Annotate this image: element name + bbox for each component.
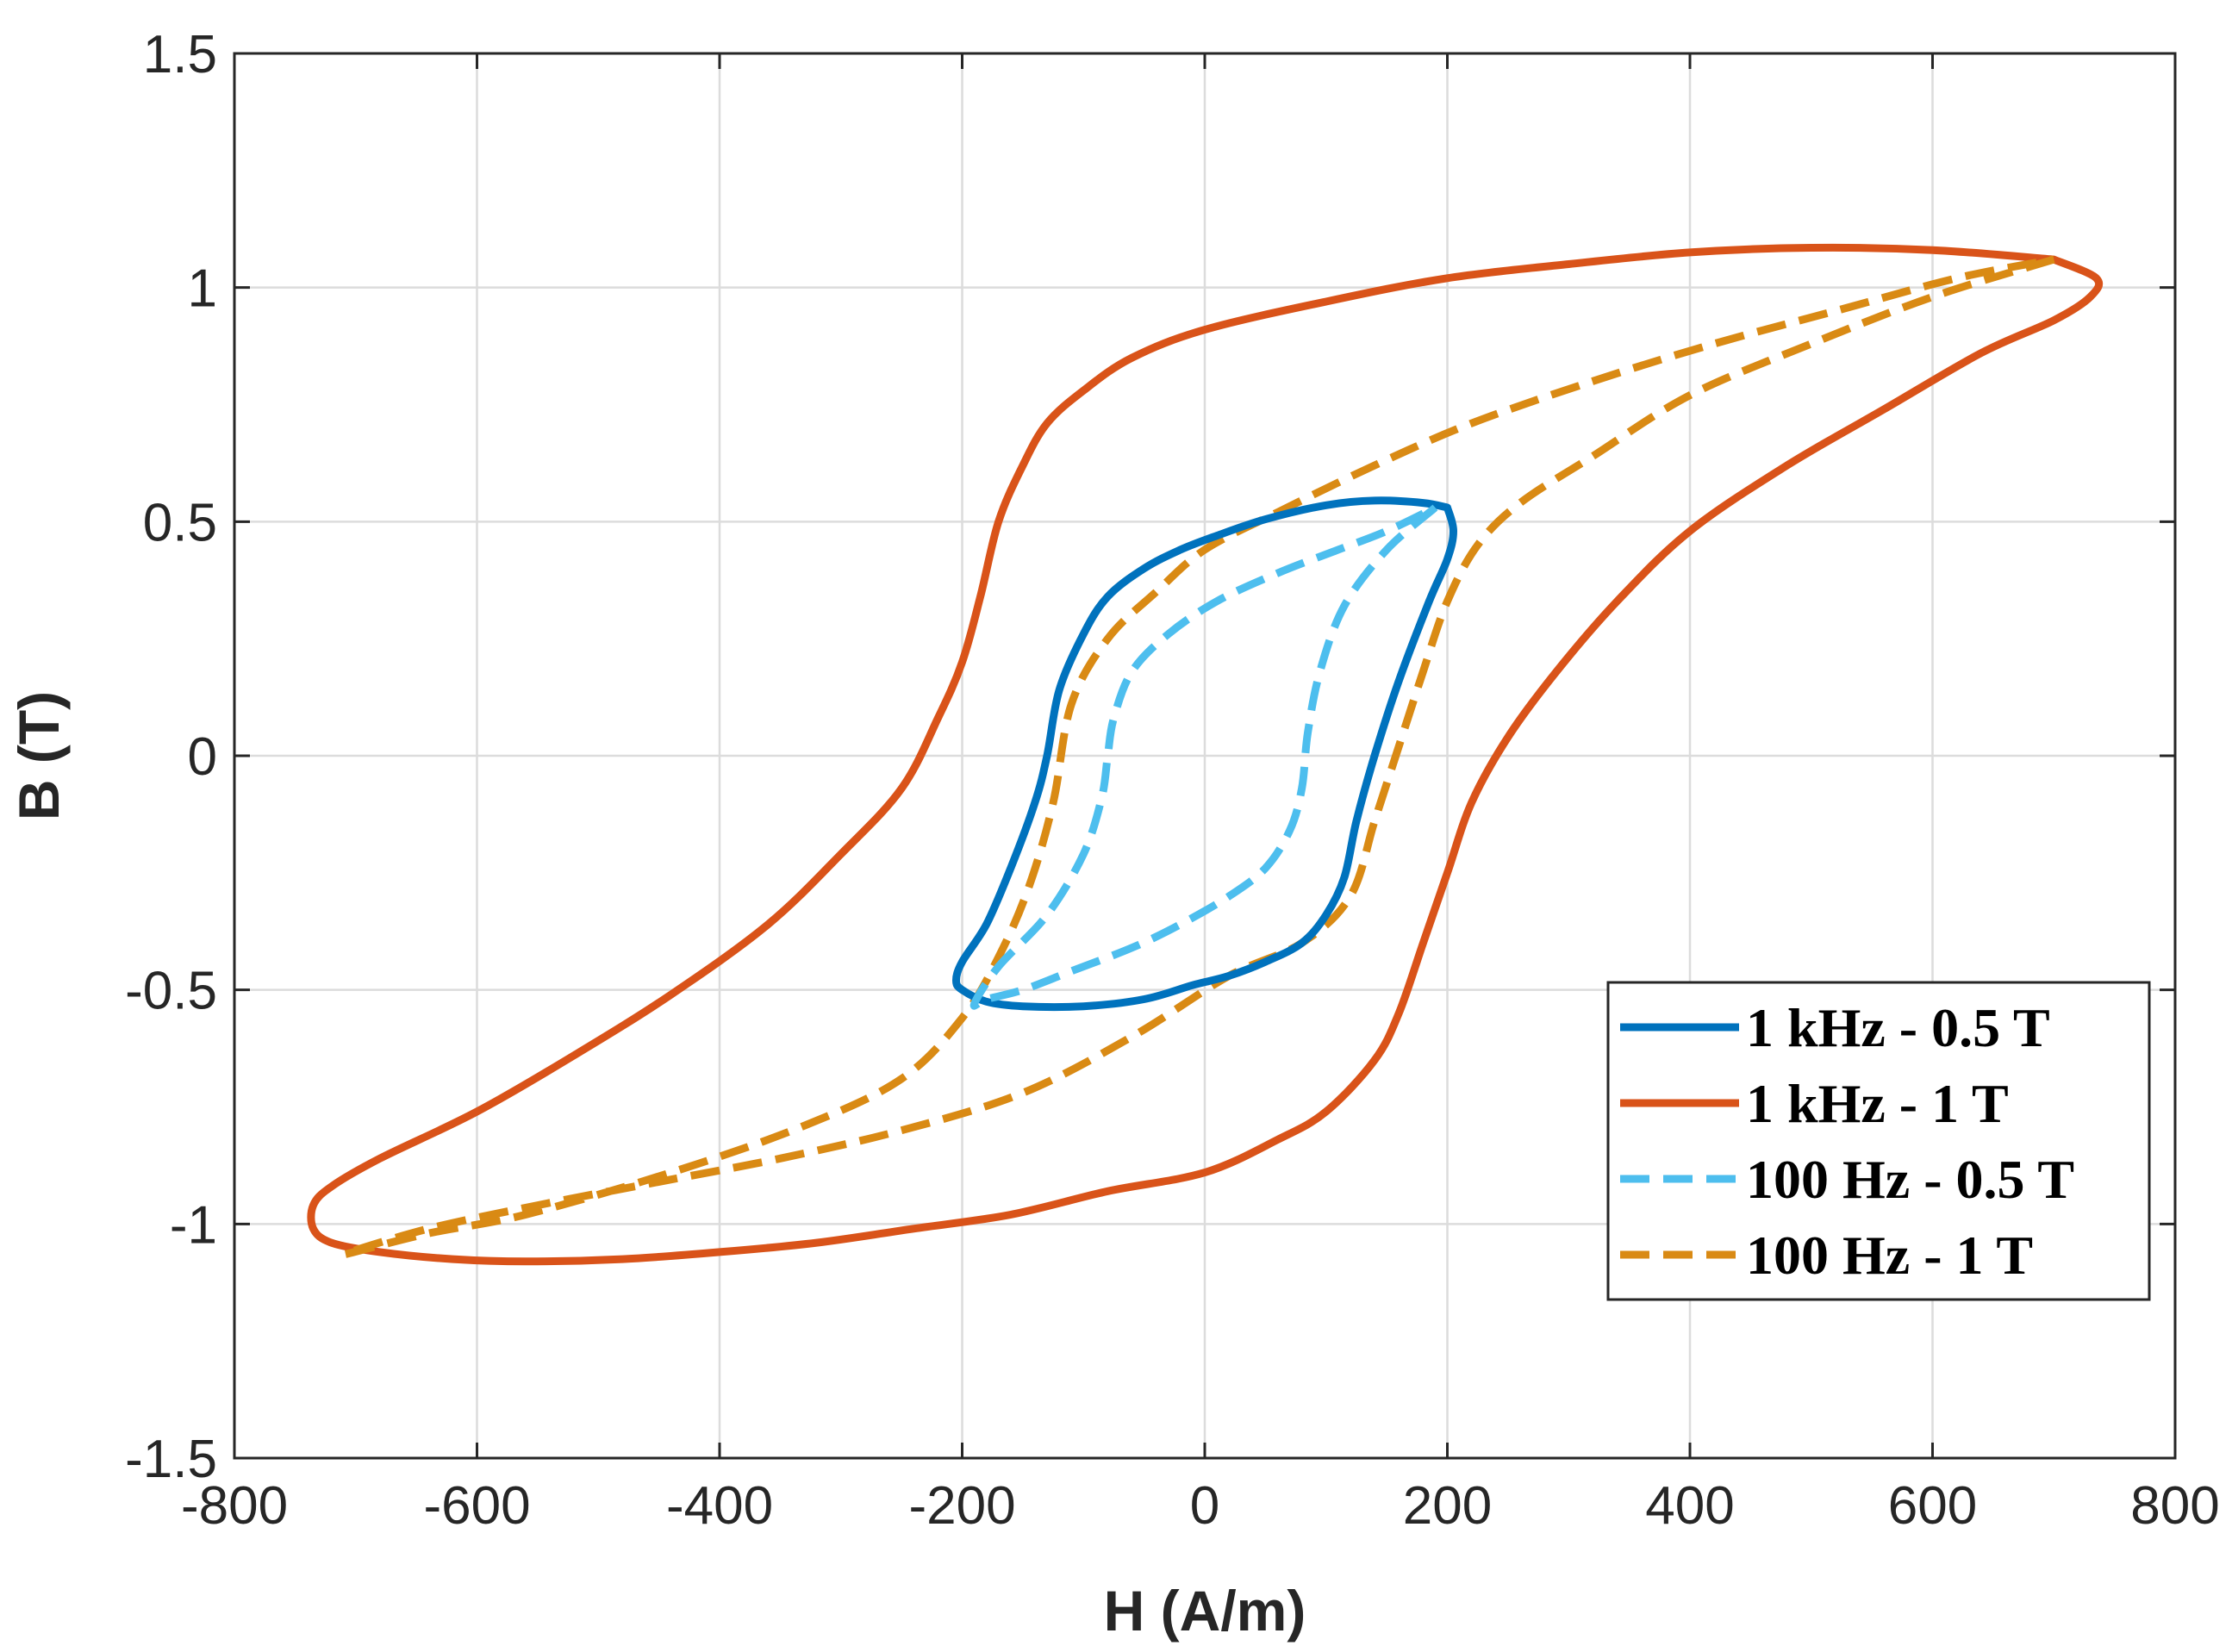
y-tick-label: -0.5: [125, 962, 217, 1021]
y-tick-label: 0.5: [143, 493, 217, 552]
series-line-100-hz-0-5-t: [969, 503, 1438, 1010]
series-line-1-khz-0-5-t: [952, 496, 1457, 1012]
legend-label: 1 kHz - 0.5 T: [1746, 997, 2050, 1058]
x-tick-label: 600: [1888, 1476, 1977, 1536]
legend-item[interactable]: 100 Hz - 1 T: [1620, 1225, 2033, 1286]
x-axis-title: H (A/m): [1104, 1579, 1306, 1643]
y-tick-label: -1.5: [125, 1430, 217, 1489]
x-tick-label: -600: [423, 1476, 530, 1536]
legend-box: [1606, 981, 2151, 1301]
y-tick-label: -1: [170, 1195, 217, 1255]
grid-lines: [234, 53, 2175, 1458]
series-line-1-khz-1-t: [307, 243, 2104, 1266]
data-series: [307, 243, 2104, 1266]
y-axis-title: B (T): [7, 691, 71, 820]
legend-label: 1 kHz - 1 T: [1746, 1073, 2009, 1134]
x-tick-label: -800: [181, 1476, 288, 1536]
tick-marks: [233, 52, 2177, 1460]
x-tick-label: -400: [666, 1476, 773, 1536]
x-tick-label: 200: [1403, 1476, 1492, 1536]
x-tick-labels: -800 -600 -400 -200 0 200 400 600 800: [181, 1476, 2220, 1536]
y-tick-labels: -1.5 -1 -0.5 0 0.5 1 1.5: [125, 25, 217, 1489]
legend-label: 100 Hz - 0.5 T: [1746, 1149, 2074, 1210]
y-tick-label: 0: [188, 727, 217, 787]
legend-item[interactable]: 1 kHz - 1 T: [1620, 1073, 2009, 1134]
x-tick-label: 800: [2130, 1476, 2219, 1536]
legend-item[interactable]: 100 Hz - 0.5 T: [1620, 1149, 2074, 1210]
legend-label: 100 Hz - 1 T: [1746, 1225, 2033, 1286]
y-tick-label: 1: [188, 259, 217, 319]
x-tick-label: -200: [908, 1476, 1015, 1536]
legend[interactable]: 1 kHz - 0.5 T 1 kHz - 1 T 100 Hz - 0.5 T 10…: [1606, 981, 2151, 1301]
legend-item[interactable]: 1 kHz - 0.5 T: [1620, 997, 2050, 1058]
x-tick-label: 400: [1645, 1476, 1734, 1536]
series-line-100-hz-1-t: [340, 255, 2055, 1259]
y-tick-label: 1.5: [143, 25, 217, 84]
x-tick-label: 0: [1190, 1476, 1219, 1536]
